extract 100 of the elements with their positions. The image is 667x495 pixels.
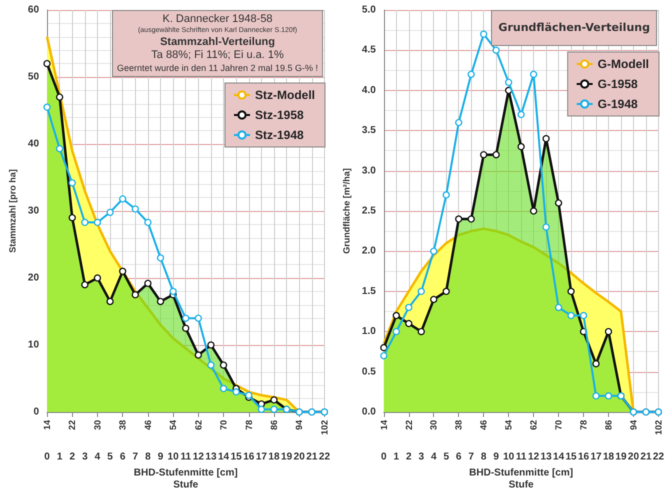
x-tick-label: 12 [528,452,540,462]
point [442,191,450,199]
x-tick-label: 10 [168,452,180,462]
x-tick-label: 3 [82,452,88,462]
x-tick-label: 20 [294,452,306,462]
x-tick-label: 21 [640,452,652,462]
point [530,70,538,78]
x2-tick-label: 62 [193,420,204,430]
text: Stammzahl-Verteilung [159,36,276,50]
x-tick-label: 0 [44,452,50,462]
x2-tick-label: 22 [404,420,414,430]
x-tick-label: 20 [628,452,640,462]
x2-tick-label: 62 [528,420,539,430]
x-tick-label: 1 [394,452,400,462]
x-tick-label: 19 [615,452,627,462]
x-tick-label: 13 [205,452,217,462]
y-tick-label: 50 [28,72,40,82]
y-tick-label: 3.0 [362,165,376,176]
point [68,179,76,186]
point [270,406,278,413]
y-tick-label: 0.0 [362,406,376,418]
y-tick-label: 30 [28,206,40,216]
x-tick-label: 0 [381,452,388,462]
x2-tick-label: 54 [504,420,514,430]
point [220,384,228,392]
point [144,218,152,226]
x2-tick-label: 46 [478,420,489,430]
y-tick-label: 1.0 [362,326,376,338]
x-tick-label: 5 [107,452,114,462]
y-tick-label: 4.0 [362,84,376,96]
x-tick-label: 22 [652,452,664,462]
x-tick-label: 7 [468,452,474,462]
x-tick-label: 16 [243,452,255,462]
x-axis-title: Stufe [508,480,534,490]
point [604,392,612,400]
point [258,406,265,413]
point [56,145,64,152]
x-tick-label: 17 [590,452,602,462]
annotation: Ta 88%; Fi 11%; Ei u.a. 1% [150,49,285,63]
x-tick-label: 13 [540,452,552,462]
legend-label: Stz-Modell [255,88,316,102]
x-tick-label: 17 [256,452,268,462]
y-tick-label: 5.0 [362,4,376,16]
point [455,118,462,126]
point [119,195,126,203]
point [554,304,562,312]
point [480,30,488,38]
x-tick-label: 7 [132,452,139,462]
x-tick-label: 6 [456,452,462,462]
annotation: Geerntet wurde in den 11 Jahren 2 mal 19.5 G-% ! [117,63,318,74]
x2-tick-label: 38 [118,420,128,430]
point [207,362,215,369]
x-tick-label: 21 [306,452,318,462]
x2-tick-label: 30 [428,420,439,430]
point [580,312,588,320]
legend-label: G-Modell [598,57,649,71]
y-tick-label: 0.5 [362,366,376,378]
x-tick-label: 15 [565,452,578,462]
point [567,312,575,320]
x2-tick-label: 94 [628,420,638,430]
y-tick-label: 10 [28,340,40,350]
point [492,46,500,54]
x2-tick-label: 46 [142,420,153,430]
y-tick-label: 2.5 [362,206,376,216]
x-tick-label: 1 [56,452,63,462]
x-tick-label: 2 [406,452,412,462]
x-tick-label: 16 [578,452,590,462]
x2-tick-label: 102 [653,420,664,436]
point [518,110,525,118]
x-tick-label: 4 [94,452,101,462]
point [468,70,475,78]
point [542,223,550,231]
x-tick-label: 14 [218,452,230,462]
x2-tick-label: 78 [244,420,254,430]
point [156,254,164,262]
point [170,288,177,295]
x-tick-label: 22 [318,452,330,462]
x-tick-label: 11 [516,452,527,462]
x-tick-label: 15 [230,452,242,462]
point [380,352,388,360]
y-tick-label: 1.5 [362,286,376,297]
legend-label: G-1948 [598,97,638,111]
x2-tick-label: 78 [578,420,589,430]
y-axis-title: Grundfläche [m²/ha] [342,168,352,254]
x-tick-label: 19 [281,452,293,462]
point [505,78,512,86]
x2-tick-label: 70 [554,420,564,430]
x-tick-label: 9 [493,452,500,462]
x2-tick-label: 30 [92,420,102,430]
y-tick-label: 40 [28,138,40,150]
x2-tick-label: 54 [168,420,178,430]
x-tick-label: 18 [602,452,615,462]
point [592,392,600,400]
x-tick-label: 10 [503,452,515,462]
x2-tick-label: 94 [294,420,304,430]
x2-tick-label: 14 [42,420,52,430]
point [132,205,139,213]
x2-axis-title: BHD-Stufenmitte [cm] [134,468,238,478]
text: Grundflächen-Verteilung [498,21,650,35]
y-tick-label: 3.5 [362,125,376,136]
